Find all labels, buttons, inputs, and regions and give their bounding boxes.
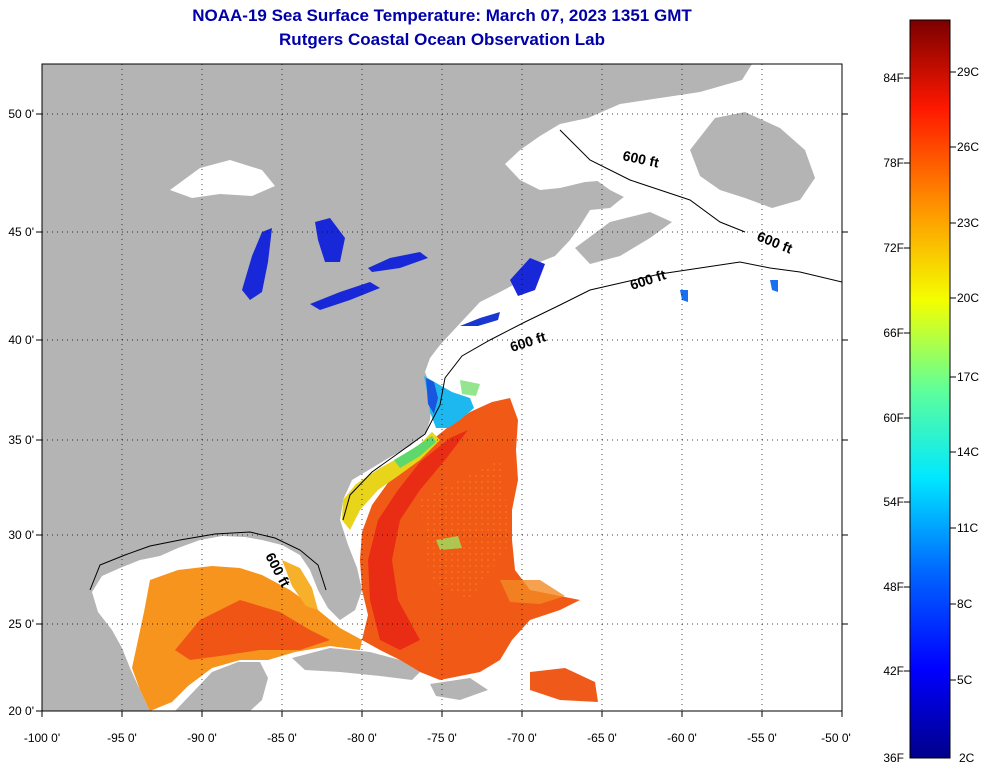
land-florida-peninsula — [312, 500, 362, 620]
sst-eastern-patch — [530, 668, 598, 702]
sst-sargasso — [420, 460, 512, 600]
sst-gulf-warm-core — [175, 600, 330, 660]
colorbar-f-label: 48F — [883, 580, 904, 594]
lon-tick-label: -70 0' — [507, 731, 537, 745]
sst-eddy-green — [436, 536, 462, 550]
lat-tick-label: 50 0' — [8, 107, 34, 121]
lat-tick-label: 30 0' — [8, 528, 34, 542]
lon-tick-label: -65 0' — [587, 731, 617, 745]
lat-tick-label: 40 0' — [8, 333, 34, 347]
lon-tick-label: -55 0' — [747, 731, 777, 745]
bathymetry-600ft-contour — [89, 129, 842, 591]
lat-axis: 50 0' 45 0' 40 0' 35 0' 30 0' 25 0' 20 0… — [8, 107, 848, 718]
colorbar-c-label: 5C — [957, 673, 973, 687]
colorbar-c-label: 26C — [957, 140, 979, 154]
colorbar-c-label: 2C — [959, 751, 975, 765]
colorbar-f-label: 42F — [883, 664, 904, 678]
sst-specks-coast — [460, 312, 500, 326]
lat-tick-label: 25 0' — [8, 617, 34, 631]
lon-tick-label: -100 0' — [24, 731, 60, 745]
sst-florida-west — [282, 560, 318, 610]
lon-tick-label: -90 0' — [187, 731, 217, 745]
lon-axis: -100 0' -95 0' -90 0' -85 0' -80 0' -75 … — [24, 711, 851, 745]
colorbar-f-label: 72F — [883, 241, 904, 255]
james-bay — [170, 160, 275, 198]
chart-title: NOAA-19 Sea Surface Temperature: March 0… — [192, 6, 692, 25]
lon-tick-label: -85 0' — [267, 731, 297, 745]
lon-tick-label: -95 0' — [107, 731, 137, 745]
colorbar-c-label: 17C — [957, 370, 979, 384]
colorbar-c-label: 14C — [957, 445, 979, 459]
colorbar-f-label: 78F — [883, 156, 904, 170]
sst-mid-atlantic — [424, 376, 474, 428]
sst-chesapeake — [426, 378, 438, 414]
graticule — [42, 64, 842, 711]
lon-tick-label: -80 0' — [347, 731, 377, 745]
colorbar-c-label: 11C — [957, 521, 978, 535]
colorbar-gradient — [909, 19, 951, 759]
land-cuba — [292, 648, 420, 680]
lon-tick-label: -75 0' — [427, 731, 457, 745]
land-newfoundland — [690, 112, 815, 208]
lon-tick-label: -60 0' — [667, 731, 697, 745]
chart-subtitle: Rutgers Coastal Ocean Observation Lab — [279, 30, 605, 49]
land-yucatan — [175, 662, 268, 711]
lon-tick-label: -50 0' — [821, 731, 851, 745]
colorbar-f-label: 54F — [883, 495, 904, 509]
land-north-america — [42, 64, 752, 711]
sst-coastal-green — [394, 436, 436, 468]
contour-label-gulf-st-lawrence: 600 ft — [621, 147, 660, 170]
land-hispaniola — [430, 678, 488, 700]
colorbar: 84F 78F 72F 66F 60F 54F 48F 42F 36F 29C … — [883, 19, 979, 765]
sst-shelf-green — [460, 380, 480, 396]
colorbar-f-label: 66F — [883, 326, 904, 340]
colorbar-c-label: 29C — [957, 65, 979, 79]
colorbar-f-label: 60F — [883, 411, 904, 425]
sst-atlantic-patch — [500, 580, 565, 604]
colorbar-c-label: 23C — [957, 216, 979, 230]
lat-tick-label: 35 0' — [8, 433, 34, 447]
sst-gulf-stream-core — [368, 430, 468, 650]
colorbar-c-label: 8C — [957, 597, 973, 611]
lat-tick-label: 45 0' — [8, 225, 34, 239]
land-nova-scotia — [575, 212, 672, 264]
colorbar-f-label: 36F — [883, 751, 904, 765]
great-lakes — [242, 218, 545, 310]
lat-tick-label: 20 0' — [8, 704, 34, 718]
gulf-st-lawrence — [560, 118, 700, 220]
colorbar-f-label: 84F — [883, 71, 904, 85]
colorbar-c-label: 20C — [957, 291, 979, 305]
